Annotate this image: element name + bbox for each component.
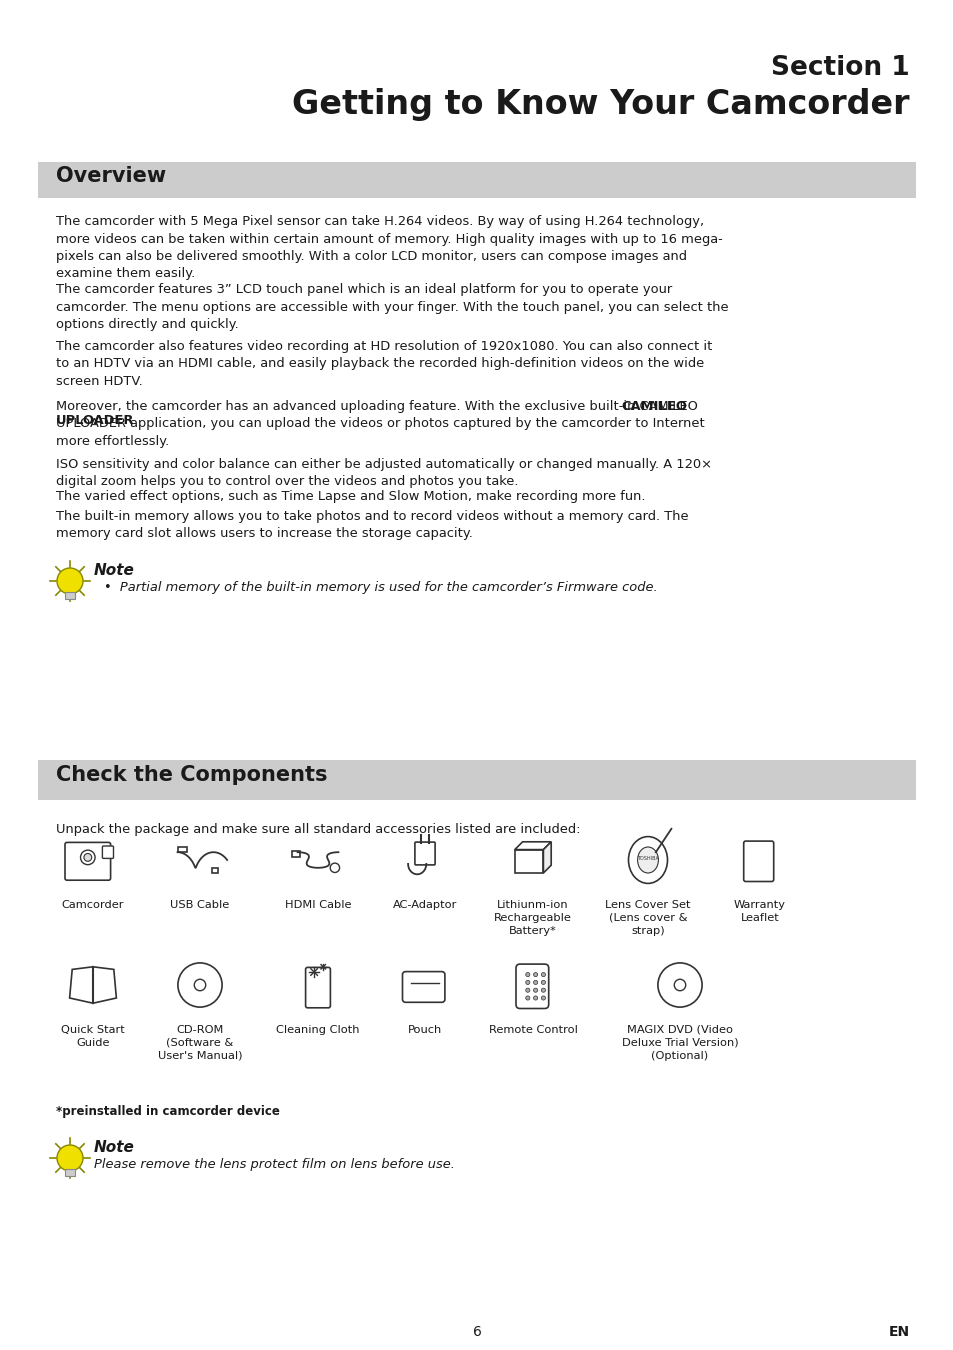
Circle shape [57,568,83,594]
Text: ISO sensitivity and color balance can either be adjusted automatically or change: ISO sensitivity and color balance can ei… [56,458,711,489]
FancyBboxPatch shape [212,868,218,873]
Text: Camcorder: Camcorder [62,900,124,910]
Text: Pouch: Pouch [408,1025,441,1035]
Text: The camcorder features 3” LCD touch panel which is an ideal platform for you to : The camcorder features 3” LCD touch pane… [56,284,728,331]
Circle shape [533,988,537,992]
FancyBboxPatch shape [305,968,330,1008]
Circle shape [540,988,545,992]
Text: 6: 6 [472,1324,481,1339]
Text: Overview: Overview [56,166,166,186]
Polygon shape [92,967,116,1003]
Circle shape [57,1145,83,1170]
Circle shape [533,996,537,1000]
Circle shape [80,850,95,865]
Circle shape [525,972,529,976]
Text: Note: Note [94,1139,134,1156]
Text: UPLOADER: UPLOADER [56,413,134,427]
Polygon shape [515,842,551,849]
Text: Warranty
Leaflet: Warranty Leaflet [733,900,785,923]
Text: USB Cable: USB Cable [171,900,230,910]
Text: •  Partial memory of the built-in memory is used for the camcorder’s Firmware co: • Partial memory of the built-in memory … [104,580,657,594]
Text: Getting to Know Your Camcorder: Getting to Know Your Camcorder [293,88,909,122]
Text: Remote Control: Remote Control [488,1025,577,1035]
Polygon shape [70,967,92,1003]
Text: CAMILEO: CAMILEO [620,400,686,413]
FancyBboxPatch shape [65,842,111,880]
Text: Please remove the lens protect film on lens before use.: Please remove the lens protect film on l… [94,1158,455,1170]
FancyBboxPatch shape [515,849,543,873]
FancyBboxPatch shape [292,850,299,857]
Circle shape [330,863,339,872]
FancyBboxPatch shape [65,1169,75,1176]
Text: The camcorder with 5 Mega Pixel sensor can take H.264 videos. By way of using H.: The camcorder with 5 Mega Pixel sensor c… [56,215,722,281]
Polygon shape [543,842,551,873]
Circle shape [525,980,529,984]
Text: Section 1: Section 1 [770,55,909,81]
Circle shape [533,972,537,976]
Ellipse shape [637,846,658,873]
Circle shape [525,996,529,1000]
Text: Unpack the package and make sure all standard accessories listed are included:: Unpack the package and make sure all sta… [56,824,579,836]
Text: TOSHIBA: TOSHIBA [637,856,659,861]
Circle shape [525,988,529,992]
Circle shape [540,996,545,1000]
Text: Check the Components: Check the Components [56,765,327,784]
Text: Quick Start
Guide: Quick Start Guide [61,1025,125,1048]
Circle shape [194,979,206,991]
Text: Lens Cover Set
(Lens cover &
strap): Lens Cover Set (Lens cover & strap) [604,900,690,936]
Text: HDMI Cable: HDMI Cable [284,900,351,910]
Text: MAGIX DVD (Video
Deluxe Trial Version)
(Optional): MAGIX DVD (Video Deluxe Trial Version) (… [621,1025,738,1061]
FancyBboxPatch shape [38,162,915,198]
Circle shape [658,963,701,1007]
Text: Lithiunm-ion
Rechargeable
Battery*: Lithiunm-ion Rechargeable Battery* [494,900,572,936]
Circle shape [674,979,685,991]
Circle shape [540,972,545,976]
FancyBboxPatch shape [743,841,773,882]
FancyBboxPatch shape [177,846,187,852]
Text: EN: EN [888,1324,909,1339]
FancyBboxPatch shape [38,760,915,801]
FancyBboxPatch shape [516,964,548,1008]
Ellipse shape [628,837,667,883]
Circle shape [540,980,545,984]
Text: The varied effect options, such as Time Lapse and Slow Motion, make recording mo: The varied effect options, such as Time … [56,490,645,504]
Circle shape [84,853,91,861]
Text: The camcorder also features video recording at HD resolution of 1920x1080. You c: The camcorder also features video record… [56,340,712,387]
Text: The built-in memory allows you to take photos and to record videos without a mem: The built-in memory allows you to take p… [56,510,688,540]
FancyBboxPatch shape [102,846,113,859]
Text: CD-ROM
(Software &
User's Manual): CD-ROM (Software & User's Manual) [157,1025,242,1061]
FancyBboxPatch shape [402,972,444,1002]
Text: AC-Adaptor: AC-Adaptor [393,900,456,910]
Text: Note: Note [94,563,134,578]
FancyBboxPatch shape [65,593,75,599]
Text: Cleaning Cloth: Cleaning Cloth [276,1025,359,1035]
Circle shape [533,980,537,984]
Circle shape [177,963,222,1007]
Text: Moreover, the camcorder has an advanced uploading feature. With the exclusive bu: Moreover, the camcorder has an advanced … [56,400,704,448]
Text: *preinstalled in camcorder device: *preinstalled in camcorder device [56,1106,279,1118]
FancyBboxPatch shape [415,842,435,865]
